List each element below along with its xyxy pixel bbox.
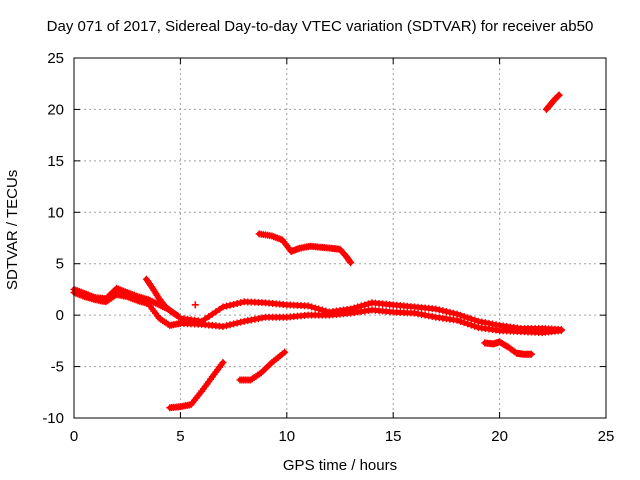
data-point [460,319,468,327]
data-points [70,91,565,412]
y-tick-label: 15 [47,153,64,170]
y-tick-label: 5 [56,256,64,273]
y-tick-label: 10 [47,204,64,221]
data-point [233,319,241,327]
data-point [304,302,312,310]
x-tick-label: 25 [598,428,615,445]
data-point [215,305,223,313]
data-point [449,309,457,317]
data-point [346,258,354,266]
data-point [281,348,289,356]
data-point [457,317,465,325]
data-point [467,321,475,329]
grid-lines [74,58,606,418]
data-point [230,320,238,328]
y-tick-label: 20 [47,101,64,118]
data-point [442,308,450,316]
axis-ticks: 0 5 10 15 20 25 -10 -5 0 5 10 15 20 25 [42,50,614,445]
data-point [347,259,355,267]
data-point [174,312,182,320]
data-point [223,322,231,330]
y-tick-label: -10 [42,410,64,427]
data-point [453,310,461,318]
data-point [464,314,472,322]
data-point [219,358,227,366]
x-tick-label: 5 [176,428,184,445]
data-point [233,299,241,307]
y-tick-label: -5 [51,359,64,376]
data-point [315,305,323,313]
data-point [457,311,465,319]
y-axis-label: SDTVAR / TECUs [4,169,21,290]
x-axis-label: GPS time / hours [282,457,398,474]
x-tick-label: 10 [278,428,295,445]
data-point [435,306,443,314]
series-low-arc-2 [236,348,289,384]
data-point [471,316,479,324]
x-tick-label: 15 [385,428,402,445]
series-baseline-band-upper [70,284,565,334]
series-late-arc-2 [542,91,563,113]
data-point [464,320,472,328]
data-point [219,322,227,330]
data-point [212,308,220,316]
data-point [460,313,468,321]
data-point [364,300,372,308]
data-point [555,91,563,99]
data-point [226,301,234,309]
data-point [471,322,479,330]
data-point [205,313,213,321]
data-point [223,302,231,310]
series-late-arc-1 [481,338,536,358]
data-point [432,305,440,313]
x-tick-label: 0 [70,428,78,445]
chart-title: Day 071 of 2017, Sidereal Day-to-day VTE… [46,18,594,35]
data-point [191,301,199,309]
data-point [237,299,245,307]
data-point [230,300,238,308]
series-upper-arc [255,230,355,267]
data-point [528,350,536,358]
data-point [467,315,475,323]
plot-frame [73,57,607,419]
data-point [226,321,234,329]
series-descending-arc-1 [142,275,182,320]
y-tick-label: 25 [47,50,64,67]
data-point [557,327,565,335]
data-point [308,303,316,311]
x-tick-label: 20 [491,428,508,445]
data-point [208,310,216,318]
series-low-arc-1 [166,358,227,412]
data-point [439,307,447,315]
data-point [361,301,369,309]
data-point [446,308,454,316]
data-point [237,318,245,326]
data-point [453,316,461,324]
series-baseline-band-lower [70,289,565,337]
y-tick-label: 0 [56,307,64,324]
data-point [311,304,319,312]
data-point [219,303,227,311]
